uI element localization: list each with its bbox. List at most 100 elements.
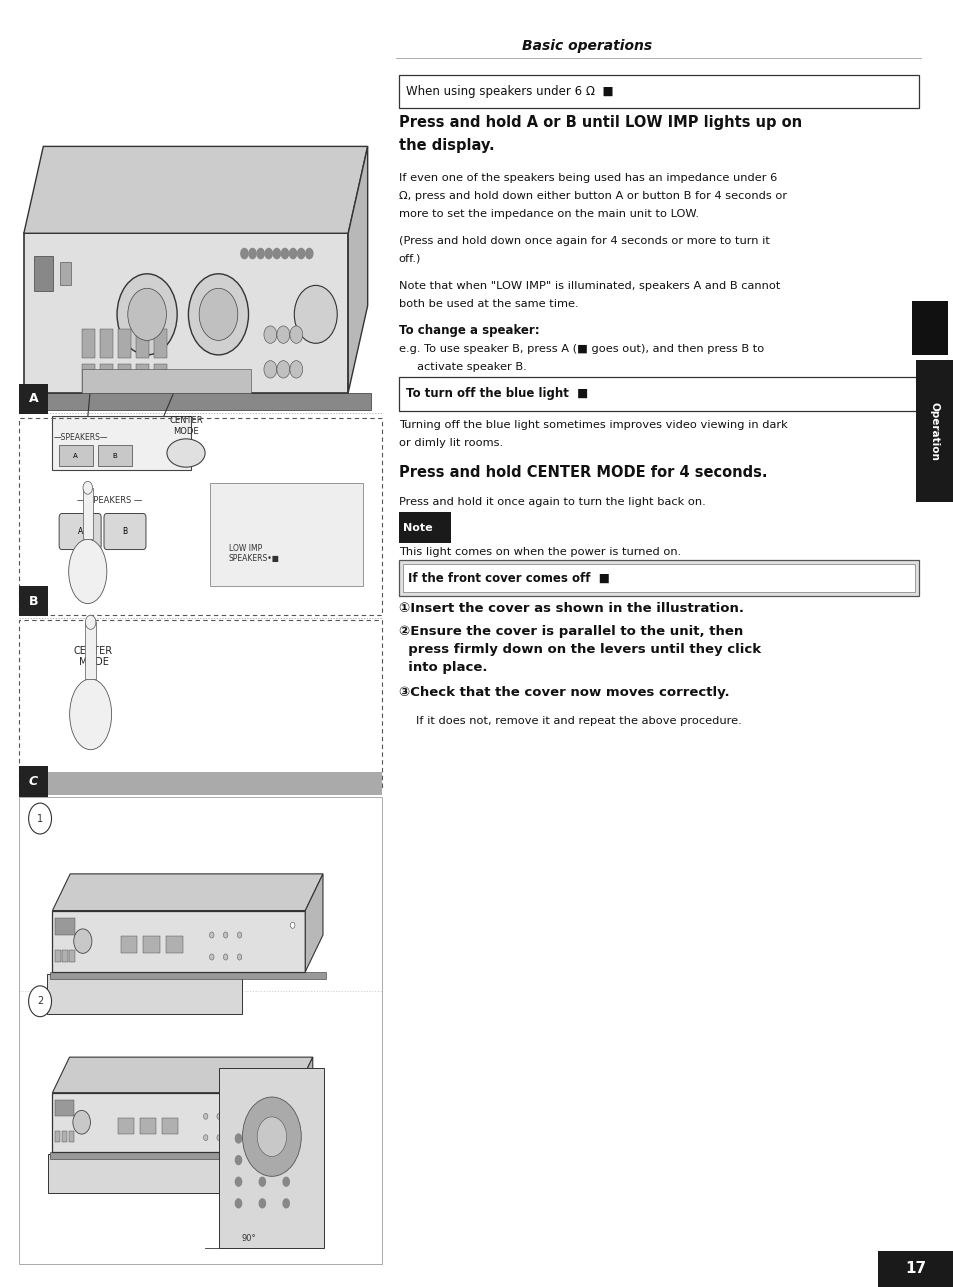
Bar <box>121 936 137 954</box>
Polygon shape <box>52 1057 313 1093</box>
Bar <box>82 329 95 358</box>
Text: CENTER
MODE: CENTER MODE <box>169 416 203 436</box>
Circle shape <box>223 932 228 938</box>
Circle shape <box>223 954 228 960</box>
Ellipse shape <box>69 539 107 604</box>
Text: B: B <box>122 528 128 535</box>
Circle shape <box>216 1135 221 1140</box>
Circle shape <box>72 1111 91 1134</box>
Bar <box>55 918 75 934</box>
Bar <box>153 329 167 358</box>
Bar <box>915 360 953 502</box>
Bar <box>398 560 918 596</box>
Text: Press and hold CENTER MODE for 4 seconds.: Press and hold CENTER MODE for 4 seconds… <box>398 465 766 480</box>
Text: A: A <box>77 528 83 535</box>
Text: 2: 2 <box>37 996 43 1006</box>
Text: If the front cover comes off  ■: If the front cover comes off ■ <box>408 571 610 584</box>
Circle shape <box>276 360 290 378</box>
Circle shape <box>290 923 294 928</box>
Text: activate speaker B.: activate speaker B. <box>398 362 526 372</box>
Bar <box>19 586 48 616</box>
Circle shape <box>234 1134 242 1144</box>
Bar <box>398 512 451 543</box>
Bar <box>19 772 381 795</box>
Bar <box>82 364 95 393</box>
Text: LOW IMP
SPEAKERS•■: LOW IMP SPEAKERS•■ <box>229 543 279 564</box>
Circle shape <box>234 1154 242 1165</box>
Circle shape <box>289 247 297 260</box>
Bar <box>118 329 131 358</box>
Bar <box>52 416 191 470</box>
Text: both be used at the same time.: both be used at the same time. <box>398 299 578 309</box>
Polygon shape <box>85 623 95 680</box>
Text: If it does not, remove it and repeat the above procedure.: If it does not, remove it and repeat the… <box>416 716 740 726</box>
Circle shape <box>203 1113 208 1120</box>
Text: B: B <box>112 453 116 458</box>
Circle shape <box>258 1198 266 1208</box>
Text: press firmly down on the levers until they click: press firmly down on the levers until th… <box>398 644 760 656</box>
Polygon shape <box>21 393 371 409</box>
Bar <box>19 797 381 1264</box>
Circle shape <box>203 1135 208 1140</box>
Text: — SPEAKERS —: — SPEAKERS — <box>77 497 142 505</box>
Circle shape <box>282 1198 290 1208</box>
Bar <box>166 936 182 954</box>
Text: or dimly lit rooms.: or dimly lit rooms. <box>398 438 502 448</box>
Circle shape <box>210 932 213 938</box>
Bar <box>52 911 305 972</box>
Ellipse shape <box>85 615 95 629</box>
Bar <box>153 364 167 393</box>
Circle shape <box>128 288 166 341</box>
Bar <box>19 766 48 797</box>
Bar <box>55 1130 60 1143</box>
Text: To change a speaker:: To change a speaker: <box>398 324 538 337</box>
Text: e.g. To use speaker B, press A (■ goes out), and then press B to: e.g. To use speaker B, press A (■ goes o… <box>398 344 763 354</box>
Bar <box>59 263 71 286</box>
Text: —SPEAKERS—: —SPEAKERS— <box>53 434 109 441</box>
Circle shape <box>29 986 51 1017</box>
Bar <box>69 950 74 961</box>
Circle shape <box>234 1198 242 1208</box>
Text: more to set the impedance on the main unit to LOW.: more to set the impedance on the main un… <box>398 208 698 219</box>
Circle shape <box>282 1154 290 1165</box>
Bar <box>19 384 48 414</box>
Bar <box>19 620 381 790</box>
Polygon shape <box>48 974 242 1014</box>
Text: This light comes on when the power is turned on.: This light comes on when the power is tu… <box>398 547 680 557</box>
Circle shape <box>264 326 276 344</box>
Polygon shape <box>348 147 367 393</box>
Ellipse shape <box>167 439 205 467</box>
Circle shape <box>242 1097 301 1176</box>
Bar <box>62 950 68 961</box>
Circle shape <box>282 1176 290 1187</box>
Bar <box>398 377 918 411</box>
Text: A: A <box>72 453 77 458</box>
Bar <box>100 329 112 358</box>
Bar <box>19 418 381 615</box>
Text: the display.: the display. <box>398 138 494 153</box>
Text: 17: 17 <box>904 1261 925 1277</box>
Text: 1: 1 <box>37 813 43 824</box>
Bar <box>24 233 348 393</box>
Text: Ω, press and hold down either button A or button B for 4 seconds or: Ω, press and hold down either button A o… <box>398 190 786 201</box>
Circle shape <box>258 1154 266 1165</box>
Ellipse shape <box>70 680 112 749</box>
Circle shape <box>264 360 276 378</box>
Circle shape <box>199 288 237 341</box>
Circle shape <box>216 1113 221 1120</box>
Circle shape <box>230 1135 234 1140</box>
Ellipse shape <box>83 481 92 494</box>
Circle shape <box>237 954 241 960</box>
Bar <box>219 1068 324 1248</box>
Text: When using speakers under 6 Ω  ■: When using speakers under 6 Ω ■ <box>406 85 614 98</box>
Circle shape <box>280 247 289 260</box>
Circle shape <box>73 929 91 954</box>
Circle shape <box>294 286 337 344</box>
Text: If even one of the speakers being used has an impedance under 6: If even one of the speakers being used h… <box>398 172 776 183</box>
Text: C: C <box>29 775 38 788</box>
Text: B: B <box>29 595 38 607</box>
FancyBboxPatch shape <box>59 514 101 550</box>
Text: A: A <box>29 393 38 405</box>
Bar <box>402 564 914 592</box>
Circle shape <box>210 954 213 960</box>
